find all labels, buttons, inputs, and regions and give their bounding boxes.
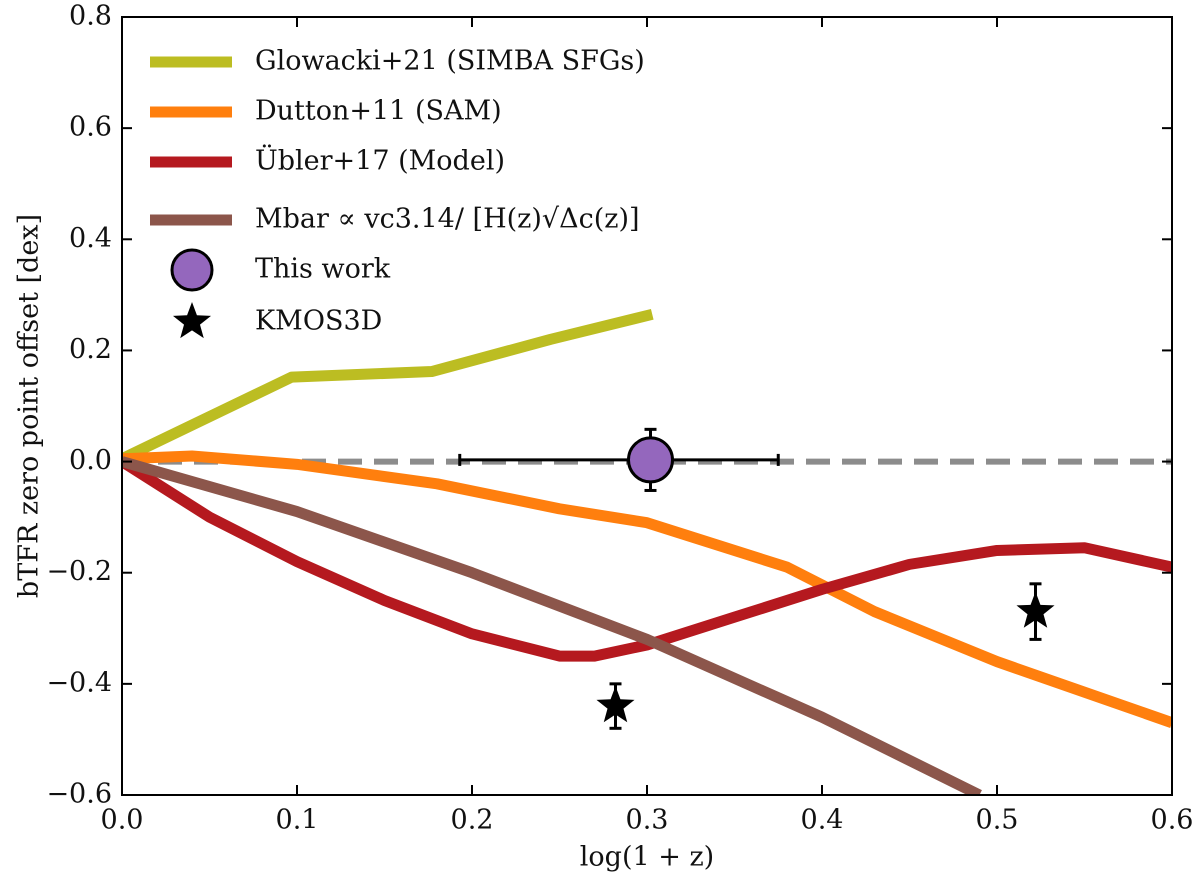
y-axis-label: bTFR zero point offset [dex] (14, 214, 45, 598)
data-point (627, 436, 674, 484)
line-series (122, 456, 982, 795)
line-series (122, 456, 1172, 662)
legend-label: Übler+17 (Model) (255, 143, 505, 177)
y-tick-label: 0.6 (69, 112, 112, 143)
y-tick-label: −0.6 (46, 779, 112, 810)
y-tick-label: 0.8 (69, 1, 112, 32)
x-tick-label: 0.2 (451, 805, 494, 836)
legend-label: Mbar ∝ vc3.14/ [H(z)√Δc(z)] (255, 204, 640, 235)
x-axis-label: log(1 + z) (580, 842, 714, 873)
legend-label: Dutton+11 (SAM) (255, 96, 502, 127)
x-tick-label: 0.0 (101, 805, 144, 836)
data-point (596, 686, 635, 723)
y-tick-label: 0.4 (69, 223, 112, 254)
x-tick-label: 0.3 (626, 805, 669, 836)
legend-label: Glowacki+21 (SIMBA SFGs) (255, 46, 645, 77)
data-point (1016, 591, 1055, 628)
plot-frame (121, 16, 1173, 796)
legend-label: KMOS3D (255, 306, 382, 337)
x-tick-label: 0.6 (1151, 805, 1194, 836)
line-series (122, 450, 1172, 728)
y-tick-label: 0.2 (69, 334, 112, 365)
legend-swatch (170, 248, 214, 292)
y-tick-label: −0.2 (46, 556, 112, 587)
legend-swatch (172, 302, 212, 339)
line-series (122, 308, 654, 464)
legend-label: This work (255, 254, 391, 285)
x-tick-label: 0.4 (801, 805, 844, 836)
plot-area (122, 308, 1172, 795)
x-tick-label: 0.1 (276, 805, 319, 836)
legend: Glowacki+21 (SIMBA SFGs) Dutton+11 (SAM) Ü… (150, 46, 645, 339)
x-tick-label: 0.5 (976, 805, 1019, 836)
y-tick-label: −0.4 (46, 667, 112, 698)
y-tick-label: 0.0 (69, 445, 112, 476)
